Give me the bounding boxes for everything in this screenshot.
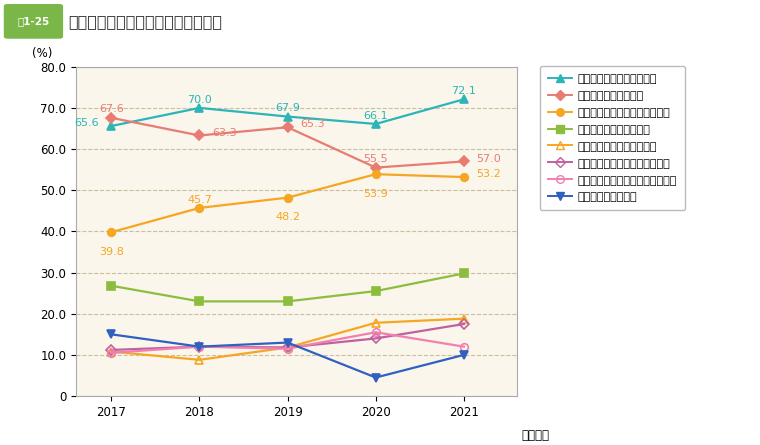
- 性格・能力が適している: [283, 299, 292, 304]
- 公共のために仕事ができる: [459, 97, 468, 102]
- Line: 専門性を身に付けることができる: 専門性を身に付けることができる: [107, 328, 467, 356]
- キャリア形成として有効である: [106, 347, 116, 352]
- 仕事にやりがいがある: [283, 125, 292, 130]
- Line: 仕事にやりがいがある: 仕事にやりがいがある: [107, 114, 467, 171]
- Line: キャリア形成として有効である: キャリア形成として有効である: [107, 320, 467, 354]
- Text: （年度）: （年度）: [521, 429, 549, 442]
- 堅実で生活が安定している: [106, 349, 116, 354]
- Text: 63.3: 63.3: [212, 128, 236, 138]
- Line: 職場の雰囲気がよい: 職場の雰囲気がよい: [107, 331, 467, 381]
- スケールの大きい仕事ができる: [371, 171, 380, 177]
- Line: 公共のために仕事ができる: 公共のために仕事ができる: [107, 95, 467, 130]
- 専門性を身に付けることができる: [283, 346, 292, 352]
- 堅実で生活が安定している: [283, 345, 292, 350]
- 専門性を身に付けることができる: [459, 344, 468, 349]
- Text: (%): (%): [32, 47, 52, 60]
- Text: 図1-25: 図1-25: [17, 16, 49, 26]
- Text: 65.6: 65.6: [74, 118, 99, 128]
- 堅実で生活が安定している: [459, 316, 468, 321]
- Text: 53.2: 53.2: [477, 169, 502, 179]
- Text: 国家公務員になろうとした主な理由: 国家公務員になろうとした主な理由: [68, 14, 223, 29]
- Text: 53.9: 53.9: [363, 189, 388, 198]
- 専門性を身に付けることができる: [195, 344, 204, 349]
- Line: 堅実で生活が安定している: 堅実で生活が安定している: [107, 315, 467, 364]
- 職場の雰囲気がよい: [459, 352, 468, 358]
- 性格・能力が適している: [195, 299, 204, 304]
- Text: 45.7: 45.7: [187, 194, 212, 205]
- キャリア形成として有効である: [459, 321, 468, 327]
- スケールの大きい仕事ができる: [106, 230, 116, 235]
- 公共のために仕事ができる: [371, 121, 380, 127]
- Line: スケールの大きい仕事ができる: スケールの大きい仕事ができる: [107, 170, 467, 236]
- Text: 70.0: 70.0: [187, 95, 212, 105]
- 職場の雰囲気がよい: [195, 344, 204, 349]
- Line: 性格・能力が適している: 性格・能力が適している: [107, 270, 467, 305]
- 堅実で生活が安定している: [371, 320, 380, 325]
- 堅実で生活が安定している: [195, 357, 204, 363]
- 専門性を身に付けることができる: [106, 350, 116, 356]
- 公共のために仕事ができる: [106, 123, 116, 129]
- 専門性を身に付けることができる: [371, 330, 380, 335]
- 仕事にやりがいがある: [106, 115, 116, 121]
- 性格・能力が適している: [371, 288, 380, 294]
- スケールの大きい仕事ができる: [283, 195, 292, 200]
- Text: 67.9: 67.9: [275, 103, 300, 113]
- Text: 65.3: 65.3: [300, 119, 325, 129]
- 仕事にやりがいがある: [459, 159, 468, 164]
- 公共のために仕事ができる: [195, 105, 204, 110]
- 性格・能力が適している: [459, 271, 468, 276]
- Text: 55.5: 55.5: [363, 154, 388, 164]
- Text: 57.0: 57.0: [477, 154, 502, 164]
- Text: 48.2: 48.2: [275, 212, 300, 222]
- 仕事にやりがいがある: [371, 165, 380, 170]
- Text: 67.6: 67.6: [99, 105, 124, 114]
- スケールの大きい仕事ができる: [195, 205, 204, 210]
- キャリア形成として有効である: [195, 344, 204, 349]
- キャリア形成として有効である: [371, 336, 380, 341]
- 職場の雰囲気がよい: [283, 340, 292, 345]
- Text: 66.1: 66.1: [363, 111, 388, 121]
- Text: 39.8: 39.8: [99, 247, 124, 257]
- 公共のために仕事ができる: [283, 114, 292, 119]
- スケールの大きい仕事ができる: [459, 174, 468, 180]
- Legend: 公共のために仕事ができる, 仕事にやりがいがある, スケールの大きい仕事ができる, 性格・能力が適している, 堅実で生活が安定している, キャリア形成として有効: 公共のために仕事ができる, 仕事にやりがいがある, スケールの大きい仕事ができる…: [540, 66, 685, 210]
- キャリア形成として有効である: [283, 345, 292, 350]
- 仕事にやりがいがある: [195, 133, 204, 138]
- 職場の雰囲気がよい: [106, 332, 116, 337]
- 職場の雰囲気がよい: [371, 375, 380, 380]
- 性格・能力が適している: [106, 283, 116, 288]
- Text: 72.1: 72.1: [451, 86, 477, 96]
